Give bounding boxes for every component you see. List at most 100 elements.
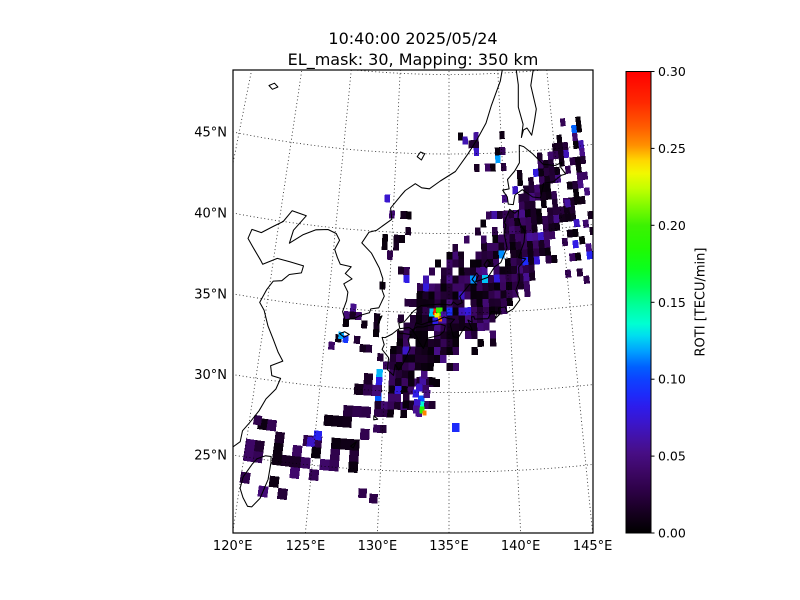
roti-cell <box>458 275 465 284</box>
roti-cell <box>552 206 559 216</box>
roti-cell <box>414 354 422 363</box>
roti-cell <box>471 323 478 332</box>
roti-cell <box>477 322 484 331</box>
roti-cell <box>587 210 593 220</box>
roti-cell <box>420 370 428 379</box>
roti-cell <box>412 389 420 398</box>
roti-cell <box>481 251 488 260</box>
colorbar-tick-label: 0.00 <box>658 526 686 541</box>
roti-cell <box>570 124 578 134</box>
graticule-meridian <box>233 70 303 533</box>
roti-cell <box>570 212 577 222</box>
roti-cell <box>361 320 368 329</box>
roti-cell <box>329 448 341 461</box>
roti-cell <box>471 331 478 339</box>
plot-title: 10:40:00 2025/05/24 <box>328 29 498 48</box>
colorbar-tick-label: 0.25 <box>658 141 686 156</box>
roti-cell <box>579 147 586 157</box>
roti-cell <box>532 240 539 249</box>
roti-cell <box>388 385 395 394</box>
roti-cell <box>384 194 391 203</box>
x-axis-tick-label: 135°E <box>429 539 469 554</box>
coastline <box>502 144 567 206</box>
roti-cell <box>408 362 415 371</box>
roti-cell <box>497 234 504 243</box>
roti-cell <box>500 162 507 171</box>
roti-cell <box>563 149 570 159</box>
roti-cell <box>452 283 459 292</box>
roti-cell <box>306 436 316 448</box>
roti-cell <box>465 331 472 340</box>
roti-cell <box>440 355 447 364</box>
roti-cell <box>289 466 301 480</box>
roti-cell <box>463 235 470 244</box>
roti-cell <box>428 283 435 292</box>
roti-cell <box>416 307 423 316</box>
roti-cell <box>458 291 465 300</box>
roti-cell <box>573 218 580 228</box>
coastline <box>377 315 383 326</box>
roti-cell <box>369 493 378 504</box>
roti-cell <box>458 307 465 316</box>
graticule-meridian <box>304 70 352 533</box>
roti-cell <box>527 256 535 265</box>
graticule-meridian <box>233 70 253 166</box>
roti-cell <box>556 134 563 143</box>
roti-cell <box>578 235 586 245</box>
roti-cell <box>496 210 503 219</box>
roti-cell <box>509 241 516 251</box>
roti-cell <box>488 306 496 315</box>
roti-cell <box>538 247 546 257</box>
roti-cell <box>397 266 404 275</box>
roti-cell <box>511 273 518 282</box>
colorbar-axis-label: ROTI [TECU/min] <box>693 247 709 357</box>
roti-cell <box>452 363 460 371</box>
roti-cell <box>433 347 441 356</box>
roti-cell <box>408 370 415 379</box>
roti-cell <box>242 449 254 462</box>
roti-cell <box>532 168 539 177</box>
roti-cell <box>499 282 507 291</box>
graticule-parallel <box>233 131 593 155</box>
axis-labels: 120°E 125°E 130°E 135°E 140°E 145°E 25°N 30°N 35… <box>194 126 612 555</box>
roti-cell <box>387 401 395 410</box>
roti-cell <box>488 290 495 299</box>
roti-cell <box>458 251 465 260</box>
roti-cell <box>512 186 519 195</box>
roti-cell <box>342 318 350 328</box>
roti-cell <box>562 141 569 151</box>
coastline <box>398 208 527 339</box>
roti-cell <box>529 200 536 210</box>
roti-cell <box>547 215 554 224</box>
roti-cell <box>244 438 256 451</box>
roti-cell <box>517 281 525 290</box>
roti-cell <box>394 385 402 394</box>
roti-cell <box>374 400 382 409</box>
roti-cell <box>544 239 551 248</box>
roti-cell <box>569 157 576 166</box>
graticule-parallel <box>233 454 593 473</box>
roti-cell <box>377 353 384 362</box>
roti-cell <box>542 215 549 225</box>
coastline <box>268 82 279 90</box>
roti-cell <box>475 259 482 268</box>
roti-cell <box>464 275 471 284</box>
roti-cell <box>416 383 423 392</box>
roti-cell <box>342 405 353 417</box>
roti-cell <box>388 377 396 386</box>
roti-cell <box>538 176 545 185</box>
roti-cell <box>510 265 518 274</box>
x-axis-tick-label: 125°E <box>286 539 326 554</box>
roti-cell <box>508 210 515 219</box>
roti-cell <box>415 346 422 355</box>
roti-cell <box>365 344 373 353</box>
roti-cell <box>375 376 383 386</box>
roti-cell <box>572 239 579 249</box>
roti-cell <box>545 191 552 200</box>
roti-cell <box>290 455 302 468</box>
roti-cell <box>574 252 582 261</box>
roti-cell <box>581 171 589 180</box>
roti-cell <box>415 338 422 347</box>
roti-cell <box>494 290 501 299</box>
roti-cell <box>434 339 441 348</box>
